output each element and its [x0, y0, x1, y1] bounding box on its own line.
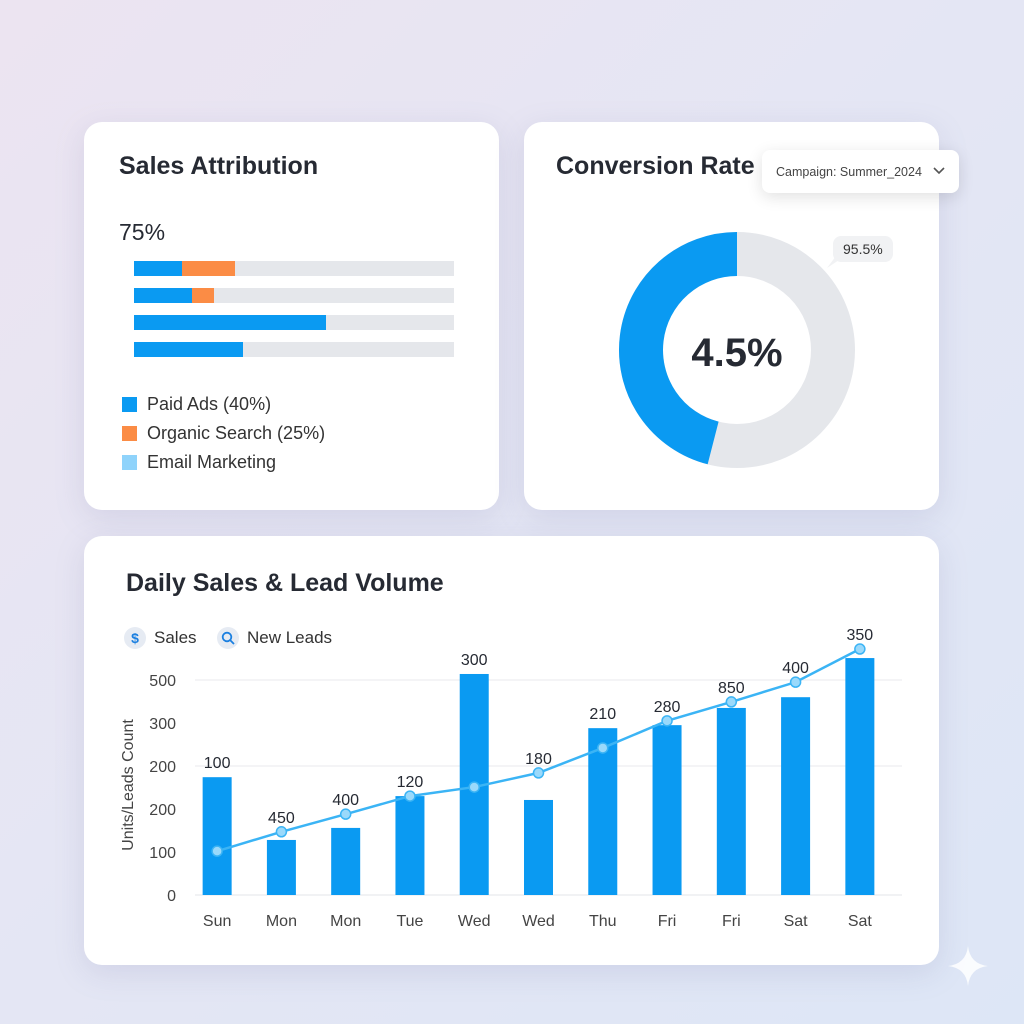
data-label: 350: [847, 627, 874, 644]
leads-point: [468, 781, 480, 793]
tooltip-value: 95.5%: [833, 236, 893, 262]
data-label: 450: [268, 810, 295, 827]
data-label: 300: [461, 652, 488, 669]
paid-ads-segment: [134, 342, 243, 357]
legend-label: Sales: [154, 628, 197, 647]
sales-attribution-card: Sales Attribution 75% Paid Ads (40%) Org…: [84, 122, 499, 510]
bar: [845, 658, 875, 895]
y-tick-label: 300: [149, 716, 176, 733]
attribution-bar: [134, 261, 454, 276]
leads-point: [725, 696, 738, 708]
donut-chart: 4.5%: [619, 232, 855, 468]
card-title: Conversion Rate: [556, 152, 755, 180]
bar: [716, 707, 746, 895]
x-tick-label: Tue: [396, 913, 423, 930]
legend-swatch: [122, 397, 137, 412]
x-tick-label: Wed: [522, 913, 555, 930]
donut-center-value: 4.5%: [691, 331, 782, 375]
attribution-bar: [134, 315, 454, 330]
x-tick-label: Fri: [658, 913, 677, 930]
leads-point: [597, 742, 609, 754]
data-label: 120: [397, 774, 424, 791]
data-label: 180: [525, 751, 552, 768]
x-tick-label: Thu: [589, 913, 617, 930]
y-tick-label: 0: [167, 888, 176, 905]
bar: [202, 777, 232, 895]
chevron-down-icon: [933, 167, 945, 175]
attribution-bar: [134, 342, 454, 357]
x-tick-label: Sat: [784, 913, 809, 930]
bar: [395, 796, 425, 895]
bar: [266, 839, 296, 895]
organic-search-segment: [182, 261, 235, 276]
leads-point: [661, 715, 673, 727]
campaign-dropdown[interactable]: Campaign: Summer_2024: [762, 150, 959, 193]
legend-label: Email Marketing: [147, 452, 277, 472]
campaign-dropdown-value: Campaign: Summer_2024: [776, 164, 922, 179]
leads-point: [789, 676, 802, 688]
legend-paid-ads: Paid Ads (40%): [122, 394, 271, 415]
bar-line-chart: Units/Leads Count 0 100 200 200 300 500 Sun Mon…: [120, 627, 902, 930]
paid-ads-segment: [134, 288, 192, 303]
bar: [524, 799, 553, 895]
bar: [588, 728, 618, 895]
data-label: 280: [654, 699, 681, 716]
search-icon: [217, 627, 239, 649]
bar: [652, 725, 682, 895]
data-label: 400: [332, 792, 359, 809]
data-label: 210: [589, 706, 616, 723]
card-title: Sales Attribution: [119, 152, 319, 180]
chart-title: Daily Sales & Lead Volume: [126, 569, 444, 597]
paid-ads-segment: [134, 315, 326, 330]
y-tick-label: 500: [149, 673, 176, 690]
leads-point: [532, 767, 545, 779]
leads-point: [854, 643, 866, 655]
x-tick-label: Mon: [266, 913, 297, 930]
y-tick-label: 100: [149, 845, 176, 862]
legend-email-marketing: Email Marketing: [122, 452, 276, 473]
legend-organic-search: Organic Search (25%): [122, 423, 325, 444]
bar: [331, 827, 361, 895]
x-tick-label: Sat: [848, 913, 873, 930]
data-label: 100: [204, 755, 231, 772]
legend-swatch: [122, 426, 137, 441]
legend-label: Paid Ads (40%): [147, 394, 272, 414]
y-tick-label: 200: [149, 802, 176, 819]
bar: [781, 697, 811, 895]
donut-segment: [619, 232, 738, 465]
x-tick-label: Fri: [722, 913, 741, 930]
sparkle-icon: [948, 946, 988, 986]
legend-new-leads[interactable]: New Leads: [217, 627, 332, 649]
legend-label: Organic Search (25%): [147, 423, 326, 443]
leads-point: [404, 790, 416, 802]
legend-swatch: [122, 455, 137, 470]
data-label: 400: [782, 660, 809, 677]
headline-value: 75%: [119, 219, 166, 245]
daily-sales-card: Daily Sales & Lead Volume $ Sales New Lea…: [84, 536, 939, 965]
paid-ads-segment: [134, 261, 182, 276]
x-tick-label: Wed: [458, 913, 491, 930]
y-axis-label: Units/Leads Count: [120, 719, 137, 851]
data-label: 850: [718, 680, 745, 697]
dollar-icon: $: [124, 627, 146, 649]
attribution-bar: [134, 288, 454, 303]
x-tick-label: Mon: [330, 913, 361, 930]
legend-label: New Leads: [247, 628, 333, 647]
organic-search-segment: [191, 288, 214, 303]
leads-point: [339, 808, 352, 820]
x-tick-label: Sun: [203, 913, 231, 930]
y-tick-label: 200: [149, 759, 176, 776]
legend-sales[interactable]: $ Sales: [124, 627, 197, 649]
leads-point: [211, 845, 223, 857]
leads-point: [275, 826, 288, 838]
